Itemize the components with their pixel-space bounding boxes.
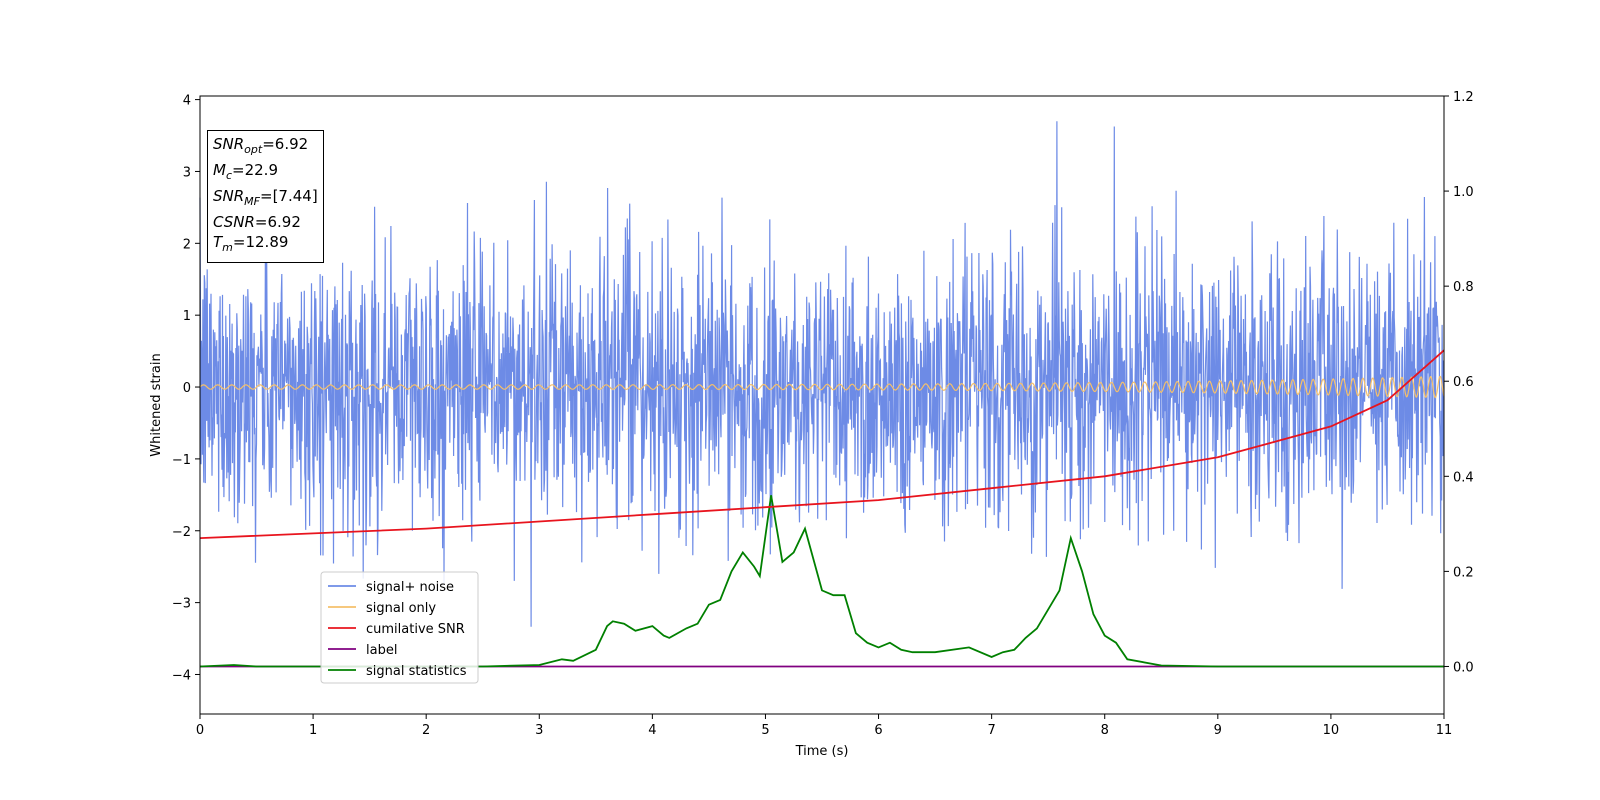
cum-snr-line — [199, 349, 1445, 539]
x-tick-label: 6 — [874, 723, 882, 738]
series-signal-only — [199, 375, 1445, 399]
noise-line — [199, 121, 1445, 627]
legend-label: signal only — [366, 601, 436, 616]
y-tick-label: 3 — [183, 165, 191, 180]
y-axis-right: 0.0 0.2 0.4 0.6 0.8 1.0 1.2 — [1444, 90, 1474, 675]
y2-tick-label: 1.2 — [1453, 90, 1474, 105]
legend-label: signal+ noise — [366, 580, 454, 595]
y-tick-label: 4 — [183, 94, 191, 109]
x-tick-label: 4 — [648, 723, 656, 738]
x-axis-label: Time (s) — [795, 744, 849, 759]
x-tick-label: 10 — [1323, 723, 1340, 738]
annotation-csnr: CSNR=6.92 — [213, 213, 301, 231]
x-tick-label: 9 — [1214, 723, 1222, 738]
y-tick-label: −3 — [172, 597, 191, 612]
y-tick-label: 1 — [183, 309, 191, 324]
y-tick-label: 2 — [183, 237, 191, 252]
annotation-tm: Tm=12.89 — [213, 233, 289, 254]
series-signal-statistics — [199, 495, 1444, 668]
x-axis: 0 1 2 3 4 5 6 7 8 9 10 11 — [196, 714, 1452, 738]
x-tick-label: 3 — [535, 723, 543, 738]
annotation-box: SNRopt=6.92 Mc=22.9 SNRMF=[7.44] CSNR=6.… — [207, 130, 324, 263]
signal-line — [199, 375, 1445, 399]
y-tick-label: 0 — [183, 381, 191, 396]
y-tick-label: −1 — [172, 453, 191, 468]
y2-tick-label: 0.4 — [1453, 470, 1474, 485]
stats-line — [199, 495, 1444, 668]
legend-label: label — [366, 643, 397, 658]
y-tick-label: −4 — [172, 668, 191, 683]
annotation-snr-opt: SNRopt=6.92 — [213, 135, 309, 156]
y2-tick-label: 0.0 — [1453, 660, 1474, 675]
series-signal-noise — [199, 121, 1445, 627]
legend: signal+ noise signal only cumilative SNR la… — [320, 571, 479, 684]
x-tick-label: 0 — [196, 723, 204, 738]
y2-tick-label: 1.0 — [1453, 185, 1474, 200]
legend-label: cumilative SNR — [366, 622, 465, 637]
y2-tick-label: 0.2 — [1453, 565, 1474, 580]
y-tick-label: −2 — [172, 525, 191, 540]
y2-tick-label: 0.8 — [1453, 280, 1474, 295]
legend-label: signal statistics — [366, 664, 467, 679]
annotation-snr-mf: SNRMF=[7.44] — [213, 187, 318, 208]
x-tick-label: 1 — [309, 723, 317, 738]
x-tick-label: 5 — [761, 723, 769, 738]
annotation-mc: Mc=22.9 — [213, 161, 278, 182]
y2-tick-label: 0.6 — [1453, 375, 1474, 390]
x-tick-label: 11 — [1436, 723, 1453, 738]
x-tick-label: 7 — [987, 723, 995, 738]
x-tick-label: 2 — [422, 723, 430, 738]
y-axis-label: Whitened strain — [149, 353, 164, 456]
y-axis-left: −4 −3 −2 −1 0 1 2 3 4 — [172, 94, 200, 683]
plot-frame — [199, 95, 1445, 715]
x-tick-label: 8 — [1101, 723, 1109, 738]
legend-box — [320, 571, 479, 684]
series-cumulative-snr — [199, 349, 1445, 539]
